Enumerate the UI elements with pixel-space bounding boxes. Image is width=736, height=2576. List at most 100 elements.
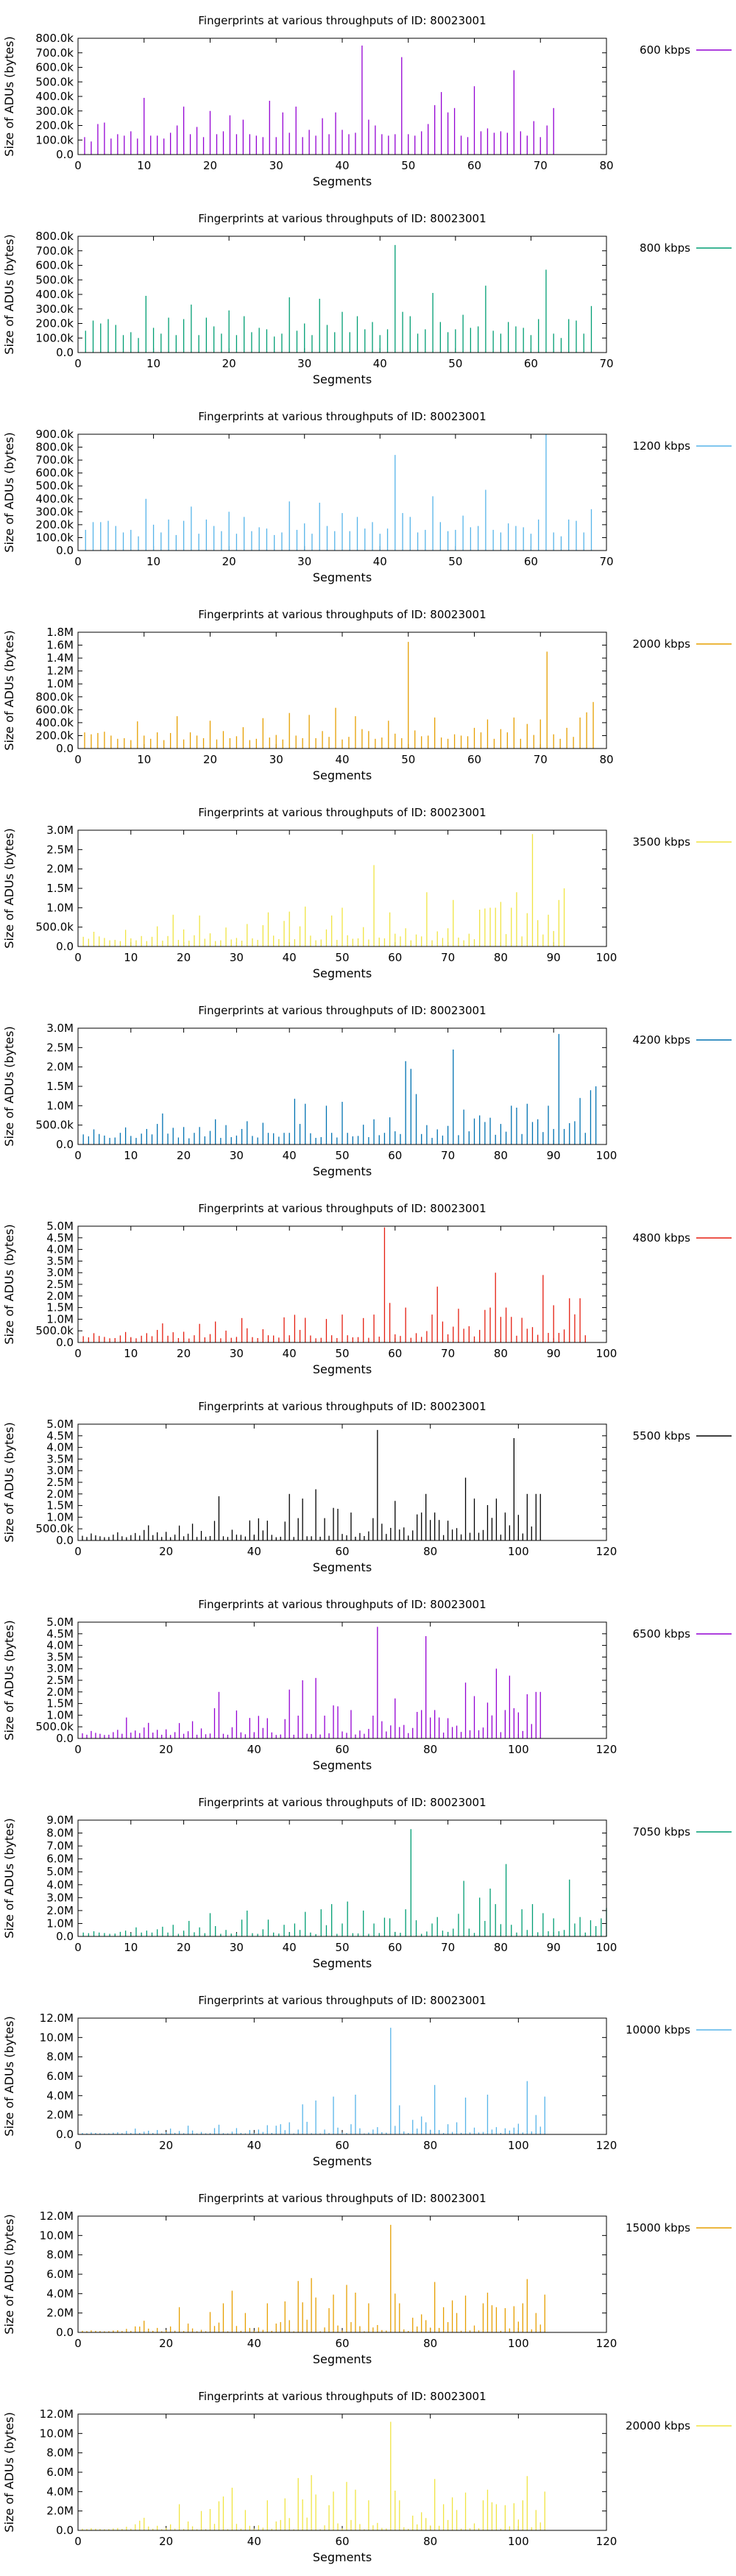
legend-label: 1200 kbps xyxy=(633,439,691,453)
x-tick-label: 100 xyxy=(508,2337,529,2350)
y-tick-label: 1.0M xyxy=(46,1510,74,1524)
x-axis-label: Segments xyxy=(313,1560,372,1574)
chart-panel: Fingerprints at various throughputs of I… xyxy=(2,2390,732,2564)
x-tick-label: 100 xyxy=(596,1941,618,1954)
x-tick-label: 100 xyxy=(596,951,618,964)
y-tick-label: 500.0k xyxy=(35,75,74,88)
x-tick-label: 60 xyxy=(335,2139,349,2152)
y-tick-label: 700.0k xyxy=(35,244,74,258)
y-tick-label: 6.0M xyxy=(46,2268,74,2281)
x-tick-label: 20 xyxy=(159,2535,173,2548)
chart-panel: Fingerprints at various throughputs of I… xyxy=(2,212,732,386)
y-tick-label: 800.0k xyxy=(35,690,74,704)
y-tick-label: 9.0M xyxy=(46,1814,74,1827)
x-tick-label: 10 xyxy=(124,1347,138,1360)
x-tick-label: 60 xyxy=(388,951,402,964)
legend-label: 3500 kbps xyxy=(633,835,691,849)
y-tick-label: 800.0k xyxy=(35,32,74,45)
y-tick-label: 500.0k xyxy=(35,1324,74,1337)
plot-border xyxy=(77,1621,607,1739)
y-tick-label: 900.0k xyxy=(35,428,74,441)
x-tick-label: 20 xyxy=(159,2139,173,2152)
x-tick-label: 40 xyxy=(335,753,349,766)
y-tick-label: 0.0 xyxy=(56,1138,74,1151)
y-tick-label: 700.0k xyxy=(35,453,74,467)
x-tick-label: 80 xyxy=(423,2139,437,2152)
y-tick-label: 2.0M xyxy=(46,863,74,876)
y-tick-label: 3.0M xyxy=(46,1266,74,1279)
y-tick-label: 1.0M xyxy=(46,901,74,914)
x-tick-label: 40 xyxy=(247,2535,261,2548)
x-tick-label: 60 xyxy=(388,1347,402,1360)
x-axis-label: Segments xyxy=(313,768,372,782)
chart-title: Fingerprints at various throughputs of I… xyxy=(198,1994,486,2007)
legend-label: 7050 kbps xyxy=(633,1825,691,1839)
legend-label: 5500 kbps xyxy=(633,1429,691,1443)
y-tick-label: 12.0M xyxy=(40,2011,74,2025)
y-tick-label: 3.0M xyxy=(46,1891,74,1904)
x-tick-label: 90 xyxy=(547,1347,561,1360)
y-tick-label: 400.0k xyxy=(35,90,74,103)
y-tick-label: 3.0M xyxy=(46,1022,74,1035)
x-tick-label: 10 xyxy=(124,951,138,964)
x-tick-label: 30 xyxy=(269,753,283,766)
x-tick-label: 60 xyxy=(524,357,538,370)
y-tick-label: 8.0M xyxy=(46,2050,74,2064)
x-tick-label: 30 xyxy=(297,555,311,568)
y-tick-label: 10.0M xyxy=(40,2229,74,2242)
x-tick-label: 60 xyxy=(335,1743,349,1756)
x-axis-label: Segments xyxy=(313,1758,372,1772)
x-axis-label: Segments xyxy=(313,372,372,386)
y-tick-label: 100.0k xyxy=(35,531,74,544)
chart-title: Fingerprints at various throughputs of I… xyxy=(198,410,486,423)
y-tick-label: 4.0M xyxy=(46,1639,74,1652)
y-tick-label: 500.0k xyxy=(35,1119,74,1132)
y-tick-label: 1.4M xyxy=(46,651,74,665)
x-tick-label: 30 xyxy=(230,1149,244,1162)
x-axis-label: Segments xyxy=(313,2550,372,2564)
x-tick-label: 70 xyxy=(441,1347,455,1360)
x-tick-label: 0 xyxy=(74,1347,82,1360)
x-tick-label: 40 xyxy=(247,1545,261,1558)
x-tick-label: 60 xyxy=(335,2535,349,2548)
x-tick-label: 20 xyxy=(203,753,217,766)
x-tick-label: 0 xyxy=(74,1545,82,1558)
x-tick-label: 30 xyxy=(269,159,283,172)
x-tick-label: 40 xyxy=(373,357,387,370)
x-tick-label: 100 xyxy=(596,1347,618,1360)
y-tick-label: 4.5M xyxy=(46,1231,74,1245)
chart-title: Fingerprints at various throughputs of I… xyxy=(198,806,486,819)
y-tick-label: 500.0k xyxy=(35,479,74,492)
chart-panel: Fingerprints at various throughputs of I… xyxy=(2,14,732,188)
x-tick-label: 20 xyxy=(177,1347,191,1360)
chart-title: Fingerprints at various throughputs of I… xyxy=(198,1202,486,1215)
y-tick-label: 4.0M xyxy=(46,1878,74,1892)
y-tick-label: 100.0k xyxy=(35,133,74,146)
x-tick-label: 40 xyxy=(283,1149,297,1162)
y-axis-label: Size of ADUs (bytes) xyxy=(2,630,16,750)
y-tick-label: 2.0M xyxy=(46,1685,74,1699)
x-tick-label: 80 xyxy=(494,1347,508,1360)
chart-title: Fingerprints at various throughputs of I… xyxy=(198,1400,486,1413)
x-tick-label: 70 xyxy=(441,1941,455,1954)
plot-border xyxy=(77,2215,607,2333)
x-tick-label: 120 xyxy=(596,1743,618,1756)
chart-title: Fingerprints at various throughputs of I… xyxy=(198,14,486,27)
y-tick-label: 0.0 xyxy=(56,1336,74,1349)
x-tick-label: 100 xyxy=(508,1743,529,1756)
x-tick-label: 30 xyxy=(230,1347,244,1360)
x-tick-label: 40 xyxy=(247,2139,261,2152)
y-axis-label: Size of ADUs (bytes) xyxy=(2,432,16,552)
x-tick-label: 10 xyxy=(124,1941,138,1954)
y-tick-label: 700.0k xyxy=(35,46,74,60)
y-tick-label: 0.0 xyxy=(56,1732,74,1745)
y-tick-label: 5.0M xyxy=(46,1418,74,1431)
chart-panel: Fingerprints at various throughputs of I… xyxy=(2,608,732,782)
y-tick-label: 8.0M xyxy=(46,1827,74,1840)
plot-border xyxy=(77,2413,607,2531)
chart-panel: Fingerprints at various throughputs of I… xyxy=(2,1796,732,1970)
y-tick-label: 2.5M xyxy=(46,1041,74,1054)
x-tick-label: 80 xyxy=(423,2337,437,2350)
x-tick-label: 40 xyxy=(283,1347,297,1360)
y-tick-label: 4.0M xyxy=(46,2287,74,2300)
